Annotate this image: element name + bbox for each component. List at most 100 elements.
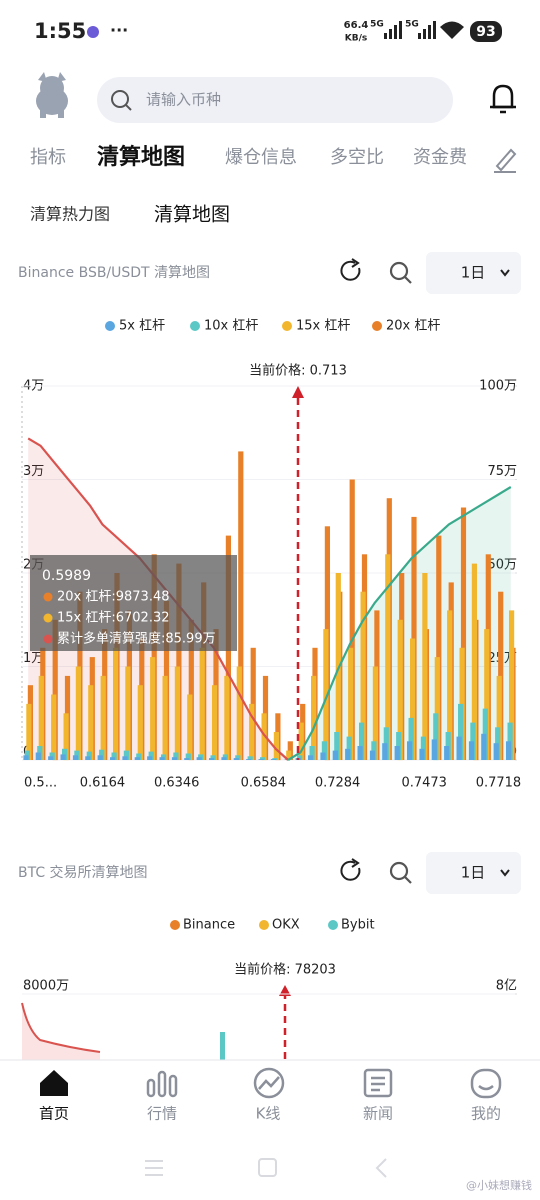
tooltip-dot [43, 613, 53, 623]
search-icon [125, 104, 132, 111]
bar [247, 756, 253, 760]
nav-label[interactable]: 新闻 [363, 1105, 393, 1123]
bar [100, 675, 106, 760]
bar [496, 675, 502, 760]
bar [346, 736, 352, 760]
signal-icon [384, 21, 402, 39]
bar [52, 619, 58, 761]
bar [456, 736, 462, 760]
bar [506, 741, 512, 760]
status-time: 1:55 [34, 19, 86, 43]
nav-label-active[interactable]: 首页 [39, 1105, 69, 1123]
bar [187, 694, 193, 760]
bar [272, 758, 278, 760]
x-tick-label: 0.7284 [315, 776, 361, 791]
bar [348, 647, 354, 760]
bar [72, 755, 79, 760]
bar [188, 619, 194, 761]
market-icon[interactable] [146, 1070, 178, 1098]
period-select[interactable] [426, 252, 521, 294]
period-label[interactable]: 1日 [461, 864, 486, 882]
bar [509, 610, 515, 760]
bar [323, 629, 329, 760]
bar [60, 754, 66, 760]
bar [434, 657, 440, 760]
search-placeholder[interactable]: 请输入币种 [146, 91, 221, 109]
legend-label: OKX [272, 918, 300, 933]
bar [38, 675, 44, 760]
tab[interactable]: 多空比 [330, 147, 384, 168]
status-speed-unit: KB/s [345, 34, 367, 44]
nav-label[interactable]: K线 [256, 1105, 281, 1123]
nav-label[interactable]: 我的 [471, 1105, 501, 1123]
bar [171, 757, 178, 760]
refresh-icon[interactable] [340, 858, 361, 881]
home-icon[interactable] [40, 1070, 68, 1096]
dropdown-arrow [500, 269, 510, 277]
legend-swatch [259, 920, 269, 930]
tooltip-line: 累计多单清算强度:85.99万 [57, 631, 216, 647]
bar [148, 751, 154, 760]
bar [260, 757, 266, 760]
y2-tick-label: 75万 [487, 464, 517, 479]
search-icon[interactable] [389, 261, 412, 284]
bar [334, 732, 340, 760]
cumulative-line [287, 486, 512, 761]
kline-icon[interactable] [253, 1067, 285, 1099]
edit-icon[interactable] [494, 148, 517, 173]
x-tick-label: 0.6584 [241, 776, 287, 791]
dropdown-arrow [500, 869, 510, 877]
bar [286, 750, 292, 760]
refresh-icon[interactable] [340, 258, 361, 281]
bar [174, 666, 180, 760]
tooltip [30, 555, 237, 651]
subtab[interactable]: 清算热力图 [30, 205, 110, 224]
bar [332, 750, 338, 760]
tab[interactable]: 爆仓信息 [225, 147, 297, 168]
status-icon [87, 26, 99, 38]
legend-label: 20x 杠杆 [386, 318, 440, 334]
bar [258, 759, 264, 760]
period-label[interactable]: 1日 [461, 264, 486, 282]
bar [49, 752, 55, 760]
bar [420, 736, 426, 760]
bar [468, 741, 475, 760]
subtab-active[interactable]: 清算地图 [154, 204, 230, 226]
search-icon [111, 90, 129, 108]
bar [372, 666, 378, 760]
period-select[interactable] [426, 852, 521, 894]
news-icon[interactable] [363, 1068, 393, 1098]
tab[interactable]: 指标 [30, 147, 66, 168]
profile-icon[interactable] [470, 1068, 502, 1099]
bell-icon[interactable] [490, 84, 516, 114]
bar [484, 629, 490, 760]
legend-swatch [328, 920, 338, 930]
tab-active[interactable]: 清算地图 [97, 144, 185, 170]
bar [137, 685, 143, 760]
bar [48, 756, 54, 760]
bar [111, 752, 117, 760]
search-box[interactable] [97, 77, 453, 123]
bar [134, 757, 140, 760]
bar [394, 746, 400, 760]
bar [210, 755, 216, 760]
bar [410, 638, 416, 760]
battery-level: 93 [476, 24, 495, 40]
tab[interactable]: 资金费 [413, 147, 467, 168]
bar [444, 746, 450, 760]
current-price-label: 当前价格: 0.713 [249, 363, 347, 379]
bar [458, 703, 464, 760]
bar [185, 753, 191, 760]
current-price-arrow [279, 985, 291, 996]
bar [246, 759, 252, 760]
search-icon[interactable] [389, 861, 412, 884]
avatar[interactable] [36, 72, 68, 118]
x-tick-label: 0.6346 [154, 776, 200, 791]
legend-label: Bybit [341, 918, 375, 933]
bar [385, 554, 391, 760]
system-nav [145, 1158, 387, 1178]
nav-label[interactable]: 行情 [147, 1105, 177, 1123]
bar [110, 757, 116, 760]
